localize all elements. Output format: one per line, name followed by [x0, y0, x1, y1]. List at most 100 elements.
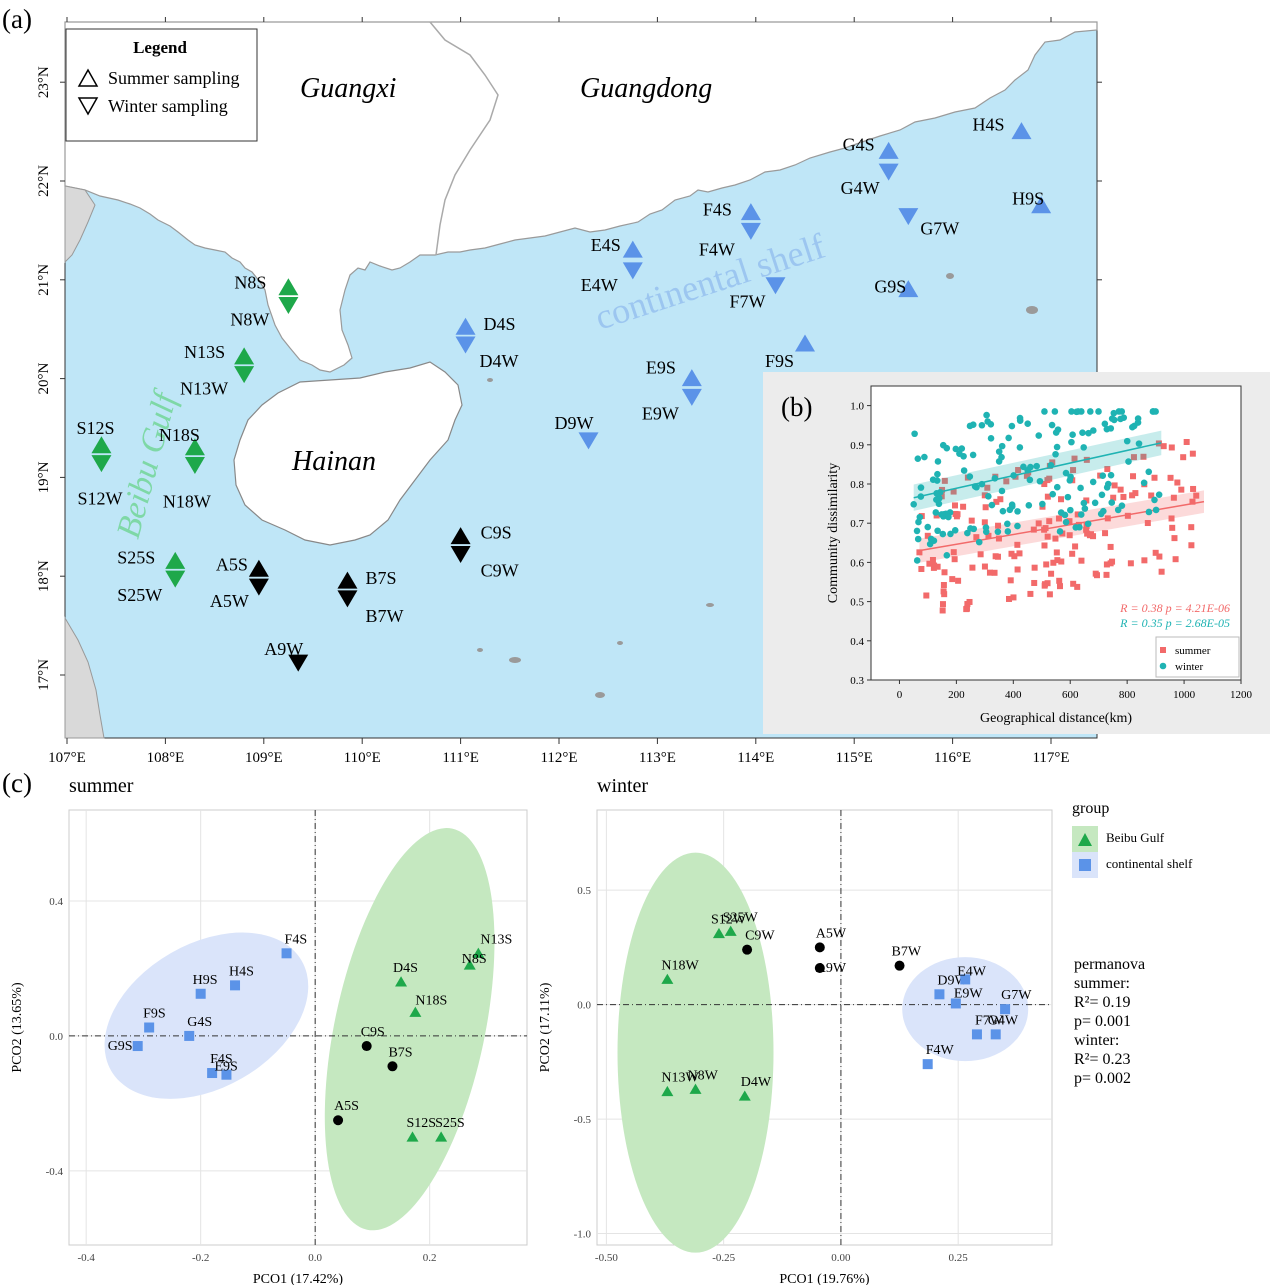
stats-text: R = 0.38 p = 4.21E-06 [1119, 601, 1230, 615]
lat-label: 20°N [36, 363, 52, 395]
permanova-summer-p: p= 0.001 [1074, 1013, 1132, 1030]
summer-point [929, 556, 936, 563]
winter-point [966, 422, 974, 430]
summer-point [1052, 535, 1059, 542]
summer-point [981, 492, 988, 499]
station-marker [337, 590, 358, 608]
summer-point [1124, 512, 1131, 519]
label-hainan: Hainan [291, 446, 376, 477]
pcoa-winter-chart: winter -0.50 -0.25 0.00 0.25 -1.0 -0.5 0.0 0.5 S1… [540, 775, 1053, 1285]
summer-point [1110, 494, 1117, 501]
summer-point [1120, 493, 1127, 500]
winter-point [1107, 471, 1115, 479]
vietnam-land [64, 185, 96, 264]
shelf-point [221, 1069, 232, 1080]
province-border [429, 21, 499, 256]
winter-point [995, 448, 1003, 455]
x-tick-label: 0 [897, 689, 903, 701]
beibu-ellipse [617, 852, 774, 1253]
station-marker [165, 570, 186, 588]
winter-point [1008, 503, 1016, 510]
station-marker [878, 141, 899, 159]
station-label: N8S [234, 273, 266, 293]
lat-label: 21°N [36, 264, 52, 296]
winter-point [913, 557, 921, 564]
winter-point [1020, 463, 1027, 471]
winter-point [1104, 480, 1112, 488]
summer-point [1141, 557, 1148, 564]
winter-point [1084, 520, 1092, 528]
summer-point [1156, 553, 1163, 560]
winter-point [921, 453, 928, 461]
winter-point [1067, 506, 1074, 514]
winter-point [1016, 414, 1024, 422]
summer-point [1148, 492, 1155, 499]
other-point [333, 1115, 344, 1126]
point-label: F4S [285, 932, 308, 947]
winter-point [1091, 499, 1099, 507]
lon-label: 111°E [442, 750, 479, 766]
y-tick-label: 0.7 [850, 518, 864, 530]
beibu-point [661, 973, 674, 984]
winter-point [1069, 431, 1076, 438]
lon-label: 109°E [245, 750, 283, 766]
winter-point [1053, 443, 1061, 451]
beibu-point [661, 1085, 674, 1097]
winter-point [975, 538, 983, 546]
winter-point [1073, 408, 1080, 416]
beibu-point [738, 1090, 751, 1101]
station-label: C9S [481, 523, 512, 543]
winter-point [1107, 425, 1115, 432]
summer-point [923, 592, 930, 599]
point-label: B7W [892, 945, 922, 960]
winter-point [1053, 483, 1061, 491]
y-tick-label: 0.9 [850, 440, 864, 452]
summer-point [1103, 571, 1110, 578]
y-tick-label: -0.4 [46, 1166, 64, 1178]
station-label: H4S [972, 115, 1004, 135]
winter-point [1090, 427, 1097, 434]
distance-decay-inset: (b) 0 200 400 600 800 1000 1200 0.3 0.4 0.5 0.6 0.7… [763, 372, 1270, 734]
summer-point [1117, 486, 1124, 493]
summer-point [1048, 570, 1055, 577]
station-label: G9S [874, 277, 906, 297]
winter-point [1062, 469, 1070, 477]
winter-point [1125, 458, 1132, 465]
lon-label: 113°E [639, 750, 676, 766]
y-tick-label: 0.3 [850, 675, 864, 687]
winter-point [1052, 450, 1059, 458]
summer-point [1083, 526, 1090, 533]
shelf-point [971, 1029, 982, 1040]
winter-point [1061, 511, 1069, 519]
station-marker [450, 545, 471, 563]
legend-title: Legend [133, 38, 187, 57]
summer-point [964, 601, 971, 608]
winter-point [1152, 506, 1160, 514]
winter-point [1076, 523, 1083, 531]
shelf-point [195, 988, 206, 999]
station-label: F4S [703, 200, 732, 220]
station-marker [184, 457, 205, 475]
summer-point [924, 532, 931, 539]
station-marker [450, 527, 471, 545]
winter-point [1014, 508, 1021, 515]
summer-point [1107, 543, 1114, 550]
summer-point [1152, 549, 1159, 556]
point-label: S25W [723, 910, 759, 925]
summer-point [1144, 520, 1151, 527]
legend-summer-label: summer [1175, 645, 1211, 657]
study-area-map: Legend Summer sampling Winter sampling G… [36, 17, 1102, 766]
permanova-stats: permanova summer: R²= 0.19 p= 0.001 wint… [1074, 955, 1145, 1088]
shelf-point [950, 998, 961, 1009]
summer-point [1035, 520, 1042, 527]
summer-point [1011, 553, 1018, 560]
lon-label: 112°E [540, 750, 577, 766]
station-marker [184, 438, 205, 456]
winter-point [978, 421, 986, 429]
summer-point [1168, 515, 1175, 522]
station-label: F9S [765, 351, 794, 371]
winter-point [1052, 429, 1060, 436]
winter-point [910, 501, 917, 508]
summer-point [968, 517, 975, 524]
panel-label-b: (b) [781, 392, 813, 422]
